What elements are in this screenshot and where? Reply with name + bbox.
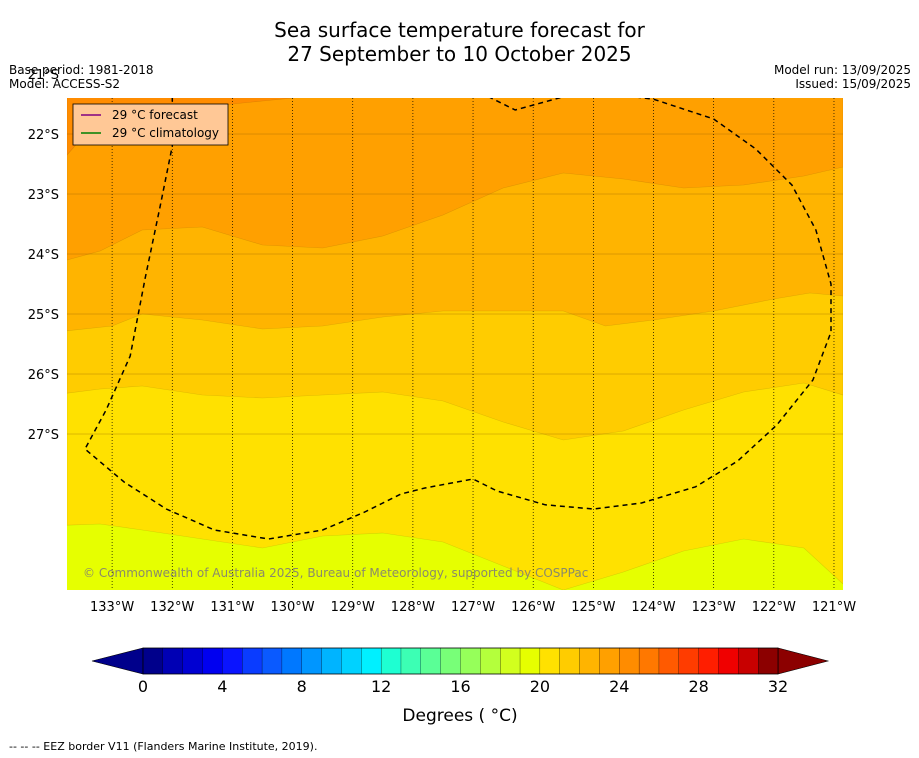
x-tick-label: 133°W (90, 600, 134, 615)
colorbar-swatch (599, 647, 620, 675)
sst-map: 133°W 132°W 131°W 130°W 129°W 128°W 127°W 126°W… (28, 32, 857, 726)
y-tick-label: 21°S (28, 68, 59, 83)
title-line-1: Sea surface temperature forecast for (274, 18, 645, 42)
meta-right: Model run: 13/09/2025 Issued: 15/09/2025 (774, 63, 911, 91)
colorbar-swatch (162, 647, 184, 675)
colorbar-swatch (202, 647, 223, 675)
colorbar-swatch (698, 647, 719, 675)
x-tick-label: 127°W (451, 600, 495, 615)
colorbar-tick-label: 0 (138, 677, 148, 696)
legend-forecast-label: 29 °C forecast (112, 108, 198, 122)
colorbar-swatch (440, 647, 461, 675)
y-tick-label: 22°S (28, 128, 59, 143)
colorbar-tick-label: 20 (530, 677, 550, 696)
colorbar-swatch (539, 647, 561, 675)
colorbar-swatch (400, 647, 422, 675)
colorbar-swatch (519, 647, 541, 675)
colorbar-swatch (480, 647, 501, 675)
y-tick-label: 24°S (28, 248, 59, 263)
axes: 133°W 132°W 131°W 130°W 129°W 128°W 127°W 126°W… (28, 68, 857, 615)
colorbar-swatch (460, 647, 481, 675)
colorbar-tick-label: 12 (371, 677, 391, 696)
colorbar-swatch (738, 647, 759, 675)
colorbar-swatch (718, 647, 739, 675)
colorbar-swatch (638, 647, 660, 675)
copyright-notice: © Commonwealth of Australia 2025, Bureau… (83, 566, 588, 580)
colorbar-swatch (281, 647, 303, 675)
colorbar-tick-label: 8 (297, 677, 307, 696)
colorbar-swatch (579, 647, 600, 675)
colorbar-swatch (658, 647, 680, 675)
x-tick-label: 123°W (692, 600, 736, 615)
x-tick-label: 126°W (511, 600, 555, 615)
colorbar-tick-label: 4 (217, 677, 227, 696)
title-line-2: 27 September to 10 October 2025 (287, 42, 632, 66)
x-tick-label: 128°W (391, 600, 435, 615)
colorbar-swatch (380, 647, 402, 675)
colorbar-swatch (261, 647, 283, 675)
colorbar-tick-label: 16 (450, 677, 470, 696)
y-tick-label: 25°S (28, 308, 59, 323)
issued-date: Issued: 15/09/2025 (795, 77, 911, 91)
colorbar-swatch (361, 647, 382, 675)
colorbar-swatch (678, 647, 700, 675)
x-tick-label: 132°W (150, 600, 194, 615)
y-tick-label: 23°S (28, 188, 59, 203)
colorbar-swatch (559, 647, 581, 675)
colorbar-swatch (420, 647, 442, 675)
x-tick-label: 121°W (812, 600, 856, 615)
colorbar-swatch (758, 647, 779, 675)
legend: 29 °C forecast 29 °C climatology (72, 103, 229, 146)
colorbar-swatch (619, 647, 640, 675)
colorbar-tick-label: 24 (609, 677, 629, 696)
colorbar-swatch (222, 647, 243, 675)
colorbar-swatch (500, 647, 521, 675)
meta-left: Base period: 1981-2018 Model: ACCESS-S2 (9, 63, 154, 91)
y-tick-label: 27°S (28, 428, 59, 443)
plot-area (67, 32, 843, 590)
colorbar-under-arrow (91, 647, 144, 675)
sst-band-5 (67, 32, 843, 78)
colorbar-swatch (242, 647, 263, 675)
y-tick-label: 26°S (28, 368, 59, 383)
model-run: Model run: 13/09/2025 (773, 63, 911, 77)
x-tick-label: 129°W (331, 600, 375, 615)
legend-climatology-label: 29 °C climatology (112, 126, 219, 140)
legend-box (72, 103, 229, 146)
colorbar-swatch (182, 647, 203, 675)
colorbar-tick-label: 28 (688, 677, 708, 696)
x-tick-label: 122°W (752, 600, 796, 615)
colorbar: 0 4 8 12 16 20 24 28 32 (91, 647, 830, 696)
colorbar-swatch (301, 647, 323, 675)
colorbar-swatch (341, 647, 362, 675)
model-name: Model: ACCESS-S2 (9, 77, 121, 91)
x-tick-label: 131°W (210, 600, 254, 615)
eez-footnote: -- -- -- EEZ border V11 (Flanders Marine… (9, 740, 318, 753)
eez-border-line (84, 98, 832, 540)
x-tick-label: 130°W (270, 600, 314, 615)
colorbar-over-arrow (777, 647, 830, 675)
colorbar-label: Degrees ( °C) (402, 706, 517, 726)
sst-band-3 (67, 98, 843, 261)
colorbar-tick-label: 32 (768, 677, 788, 696)
base-period: Base period: 1981-2018 (9, 63, 154, 77)
colorbar-swatch (321, 647, 342, 675)
colorbar-swatch (142, 647, 164, 675)
x-tick-label: 124°W (631, 600, 675, 615)
chart-title: Sea surface temperature forecast for 27 … (0, 18, 919, 66)
x-tick-label: 125°W (571, 600, 615, 615)
colorbar-outline (142, 647, 779, 675)
